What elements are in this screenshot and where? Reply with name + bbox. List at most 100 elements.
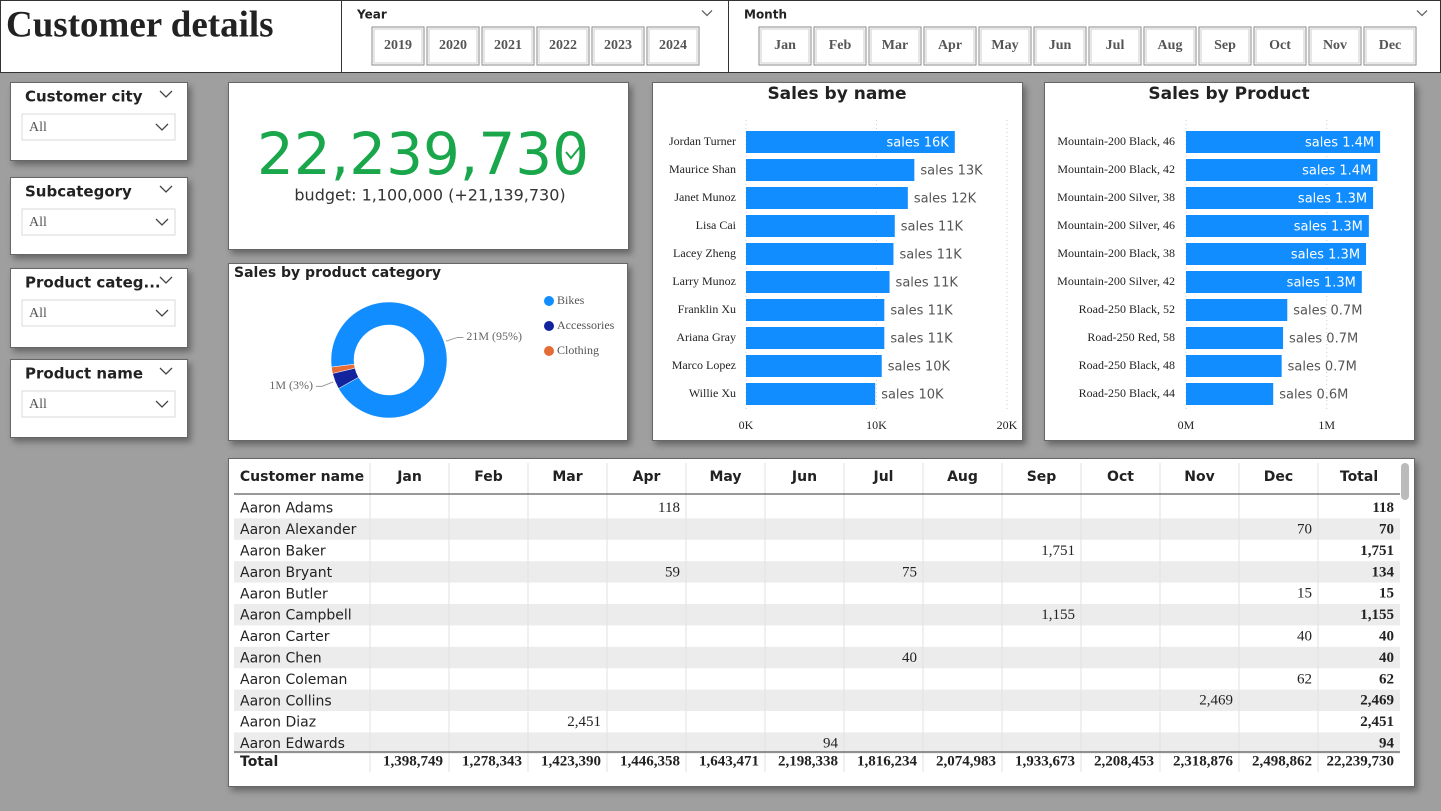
dropdown-value[interactable]: All (29, 215, 47, 230)
chevron-icon[interactable] (155, 400, 169, 408)
slicer-option[interactable]: Aug (1158, 38, 1183, 53)
slicer-button-inner[interactable] (538, 28, 588, 64)
slicer-button[interactable] (1363, 26, 1417, 66)
slicer-option[interactable]: 2021 (494, 38, 522, 53)
chevron-icon[interactable] (701, 10, 713, 17)
slicer-option[interactable]: Apr (938, 38, 962, 53)
column-header[interactable]: Apr (633, 469, 661, 485)
slicer-option[interactable]: May (991, 38, 1018, 53)
slicer-button-inner[interactable] (1365, 28, 1415, 64)
slicer-button[interactable] (1143, 26, 1197, 66)
slicer-option[interactable]: 2019 (384, 38, 412, 53)
slicer-button[interactable] (1198, 26, 1252, 66)
legend-label[interactable]: Clothing (557, 343, 599, 357)
slicer-option[interactable]: Oct (1269, 38, 1291, 53)
legend-marker[interactable] (544, 346, 554, 356)
column-header[interactable]: Dec (1264, 469, 1293, 485)
bar (1186, 327, 1284, 349)
slicer-button[interactable] (1033, 26, 1087, 66)
slicer-option[interactable]: Mar (882, 38, 908, 53)
dropdown-value[interactable]: All (29, 306, 47, 321)
table-cell: Aaron Butler (240, 586, 328, 602)
slicer-option[interactable]: 2024 (659, 38, 687, 53)
slicer-button[interactable] (1308, 26, 1362, 66)
legend-label[interactable]: Bikes (557, 293, 585, 307)
dropdown[interactable] (21, 113, 176, 141)
dropdown-value[interactable]: All (29, 397, 47, 412)
chevron-icon[interactable] (155, 309, 169, 317)
chevron-icon[interactable] (155, 123, 169, 131)
slicer-button-inner[interactable] (1200, 28, 1250, 64)
slicer-button-inner[interactable] (648, 28, 698, 64)
slicer-option[interactable]: 2023 (604, 38, 632, 53)
slicer-option[interactable]: Dec (1379, 38, 1402, 53)
column-header[interactable]: Jun (791, 469, 817, 485)
chevron-icon[interactable] (1416, 10, 1428, 17)
slicer-button-inner[interactable] (980, 28, 1030, 64)
slicer-button-inner[interactable] (760, 28, 810, 64)
legend-label[interactable]: Accessories (557, 318, 615, 332)
bar (746, 299, 885, 321)
column-header[interactable]: Jul (873, 469, 894, 485)
column-header[interactable]: Total (1340, 469, 1378, 485)
table-cell: Aaron Adams (240, 501, 333, 517)
slicer-option[interactable]: Nov (1323, 38, 1347, 53)
slicer-button[interactable] (978, 26, 1032, 66)
scrollbar[interactable] (1401, 463, 1409, 500)
slicer-button[interactable] (591, 26, 645, 66)
slicer-button[interactable] (868, 26, 922, 66)
chevron-icon[interactable] (159, 185, 173, 193)
slicer-button-inner[interactable] (925, 28, 975, 64)
y-tick-label: Road-250 Red, 58 (1087, 330, 1175, 344)
slicer-button-inner[interactable] (1255, 28, 1305, 64)
slicer-button-inner[interactable] (1310, 28, 1360, 64)
row-band (234, 689, 1400, 711)
slicer-button-inner[interactable] (1035, 28, 1085, 64)
slicer-button-inner[interactable] (428, 28, 478, 64)
column-header[interactable]: Aug (947, 469, 978, 485)
column-header[interactable]: Mar (552, 469, 582, 485)
slicer-button[interactable] (1088, 26, 1142, 66)
dropdown-value[interactable]: All (29, 120, 47, 135)
slicer-button[interactable] (1253, 26, 1307, 66)
slicer-button[interactable] (481, 26, 535, 66)
slicer-button[interactable] (371, 26, 425, 66)
column-header[interactable]: May (709, 469, 741, 485)
slicer-option[interactable]: 2020 (439, 38, 467, 53)
slicer-button[interactable] (646, 26, 700, 66)
legend-marker[interactable] (544, 296, 554, 306)
column-header[interactable]: Oct (1107, 469, 1134, 485)
slicer-button-inner[interactable] (815, 28, 865, 64)
column-header[interactable]: Customer name (240, 469, 364, 485)
dropdown[interactable] (21, 299, 176, 327)
column-header[interactable]: Sep (1027, 469, 1057, 485)
chevron-icon[interactable] (159, 367, 173, 375)
slicer-button-inner[interactable] (593, 28, 643, 64)
slicer-button-inner[interactable] (870, 28, 920, 64)
row-band (234, 732, 1400, 754)
slicer-option[interactable]: 2022 (549, 38, 577, 53)
slicer-button-inner[interactable] (1090, 28, 1140, 64)
slicer-option[interactable]: Jun (1049, 38, 1072, 53)
dropdown[interactable] (21, 390, 176, 418)
slicer-option[interactable]: Jan (774, 38, 796, 53)
legend-marker[interactable] (544, 321, 554, 331)
slicer-button[interactable] (536, 26, 590, 66)
slicer-option[interactable]: Jul (1106, 38, 1125, 53)
chevron-icon[interactable] (159, 276, 173, 284)
column-header[interactable]: Jan (396, 469, 422, 485)
slicer-option[interactable]: Sep (1214, 38, 1236, 53)
column-header[interactable]: Nov (1184, 469, 1214, 485)
slicer-button[interactable] (758, 26, 812, 66)
slicer-option[interactable]: Feb (829, 38, 852, 53)
chevron-icon[interactable] (155, 218, 169, 226)
slicer-button-inner[interactable] (483, 28, 533, 64)
slicer-button[interactable] (426, 26, 480, 66)
slicer-button-inner[interactable] (1145, 28, 1195, 64)
slicer-button-inner[interactable] (373, 28, 423, 64)
chevron-icon[interactable] (159, 90, 173, 98)
slicer-button[interactable] (813, 26, 867, 66)
dropdown[interactable] (21, 208, 176, 236)
column-header[interactable]: Feb (474, 469, 503, 485)
slicer-button[interactable] (923, 26, 977, 66)
